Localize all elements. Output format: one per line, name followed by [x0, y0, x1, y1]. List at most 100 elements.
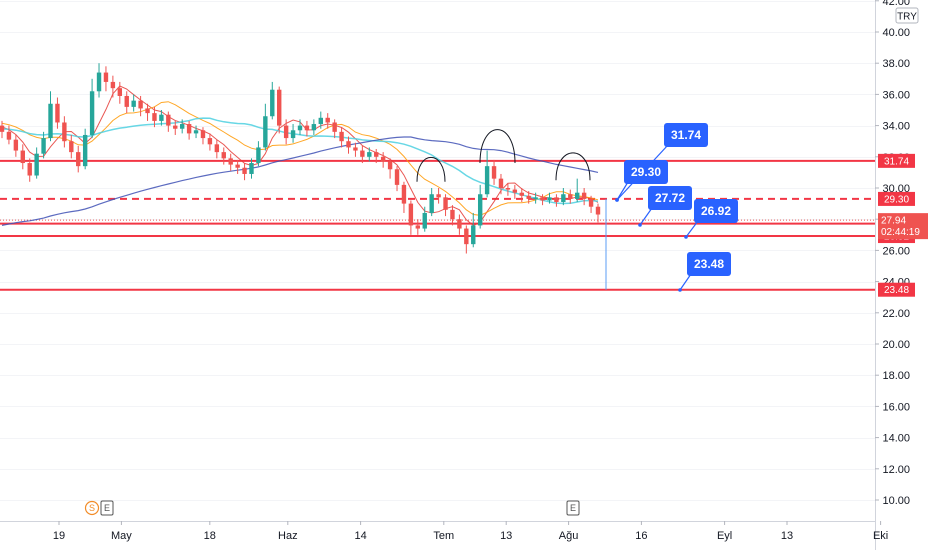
candle-body	[131, 100, 136, 107]
candle-body	[242, 167, 247, 174]
event-marker-label: S	[89, 503, 95, 513]
candle-body	[263, 116, 268, 148]
candle-body	[20, 150, 25, 164]
callout-anchor	[684, 235, 688, 239]
date-tick-label: 13	[781, 530, 793, 542]
candle-body	[117, 88, 123, 96]
candle-body	[145, 108, 150, 114]
candle-body	[561, 194, 566, 203]
candle-body	[138, 100, 143, 109]
candle-body	[76, 152, 81, 167]
callout-label: 27.72	[655, 191, 685, 205]
currency-label: TRY	[897, 12, 917, 23]
date-tick-label: Eki	[873, 530, 888, 542]
date-tick-label: 13	[500, 530, 512, 542]
level-tag	[878, 153, 915, 168]
time-axis[interactable]: 19 May 18 Haz 14 Tem 13 Ağu 16 Eyl 13 Eki	[53, 521, 888, 542]
candle-body	[311, 124, 317, 131]
candle-body	[595, 206, 601, 215]
grid	[0, 1, 875, 501]
candle-body	[159, 114, 164, 121]
candle-body	[96, 72, 102, 92]
candle-body	[540, 197, 545, 201]
last-price-label: 27.94	[881, 216, 906, 227]
candle-body	[166, 114, 171, 126]
candle-body	[394, 169, 400, 185]
candle-body	[89, 91, 95, 135]
candlesticks	[0, 63, 607, 290]
candle-body	[152, 113, 157, 121]
callout-box	[687, 252, 731, 276]
currency-badge[interactable]: TRY	[895, 7, 919, 24]
callout-anchor	[615, 198, 619, 202]
price-tick-label: 34.00	[882, 121, 910, 133]
candle-body	[270, 89, 275, 117]
candle-body	[443, 197, 448, 210]
candle-body	[110, 81, 116, 89]
candle-body	[277, 89, 282, 126]
candle-body	[200, 130, 206, 139]
callout-label: 29.30	[631, 165, 661, 179]
candle-body	[339, 131, 344, 142]
pattern-arc	[479, 129, 516, 164]
candle-body	[491, 166, 497, 179]
callout-box	[664, 123, 708, 147]
candle-body	[422, 212, 427, 229]
callout-anchor	[638, 223, 642, 227]
candle-body	[533, 197, 538, 199]
callout-label: 31.74	[671, 128, 701, 142]
candle-body	[484, 166, 490, 195]
candle-body	[27, 163, 32, 176]
callout-label: 23.48	[694, 257, 724, 271]
price-tick-label: 26.00	[882, 245, 910, 257]
candle-body	[173, 125, 178, 129]
callout-leader	[639, 207, 653, 226]
event-marker-badge	[84, 500, 100, 516]
event-marker-badge	[100, 500, 114, 516]
date-tick-label: 18	[204, 530, 216, 542]
date-tick-label: 19	[53, 530, 65, 542]
candle-body	[519, 192, 524, 196]
callout-anchor	[678, 288, 682, 292]
callout-box	[648, 186, 692, 210]
callout-label: 26.92	[701, 204, 731, 218]
level-tag-label: 29.30	[884, 194, 909, 205]
price-tick-label: 20.00	[882, 339, 910, 351]
candle-body	[575, 192, 580, 199]
date-tick-label: Tem	[433, 530, 454, 542]
event-marker-label: E	[570, 503, 576, 513]
date-tick-label: Eyl	[717, 530, 732, 542]
price-tick-label: 40.00	[882, 27, 910, 39]
price-axis[interactable]: 10.0012.0014.0016.0018.0020.0022.0024.00…	[875, 0, 928, 507]
candle-body	[387, 161, 393, 170]
pattern-arc	[555, 152, 591, 181]
candle-body	[62, 122, 67, 142]
level-tag-label: 23.48	[884, 285, 909, 296]
candle-body	[186, 124, 192, 134]
price-tick-label: 10.00	[882, 495, 910, 507]
pattern-arc	[416, 156, 446, 182]
candle-body	[297, 125, 303, 131]
candle-body	[547, 197, 552, 201]
last-price-tag	[878, 213, 928, 240]
candle-body	[318, 117, 323, 125]
price-tick-label: 12.00	[882, 464, 910, 476]
candle-body	[401, 184, 407, 204]
date-tick-label: 14	[354, 530, 366, 542]
event-marker-label: E	[104, 503, 110, 513]
candle-body	[221, 152, 226, 159]
candle-body	[124, 95, 129, 107]
moving-average-line	[1, 136, 599, 226]
callout-box	[624, 160, 668, 184]
pattern-arcs	[416, 129, 591, 182]
candle-body	[103, 72, 109, 82]
last-price-countdown: 02:44:19	[881, 227, 920, 238]
candle-body	[228, 158, 233, 165]
candle-body	[304, 125, 310, 131]
price-tick-label: 14.00	[882, 433, 910, 445]
candle-body	[193, 130, 199, 134]
candle-body	[568, 194, 573, 199]
candle-body	[283, 125, 289, 139]
